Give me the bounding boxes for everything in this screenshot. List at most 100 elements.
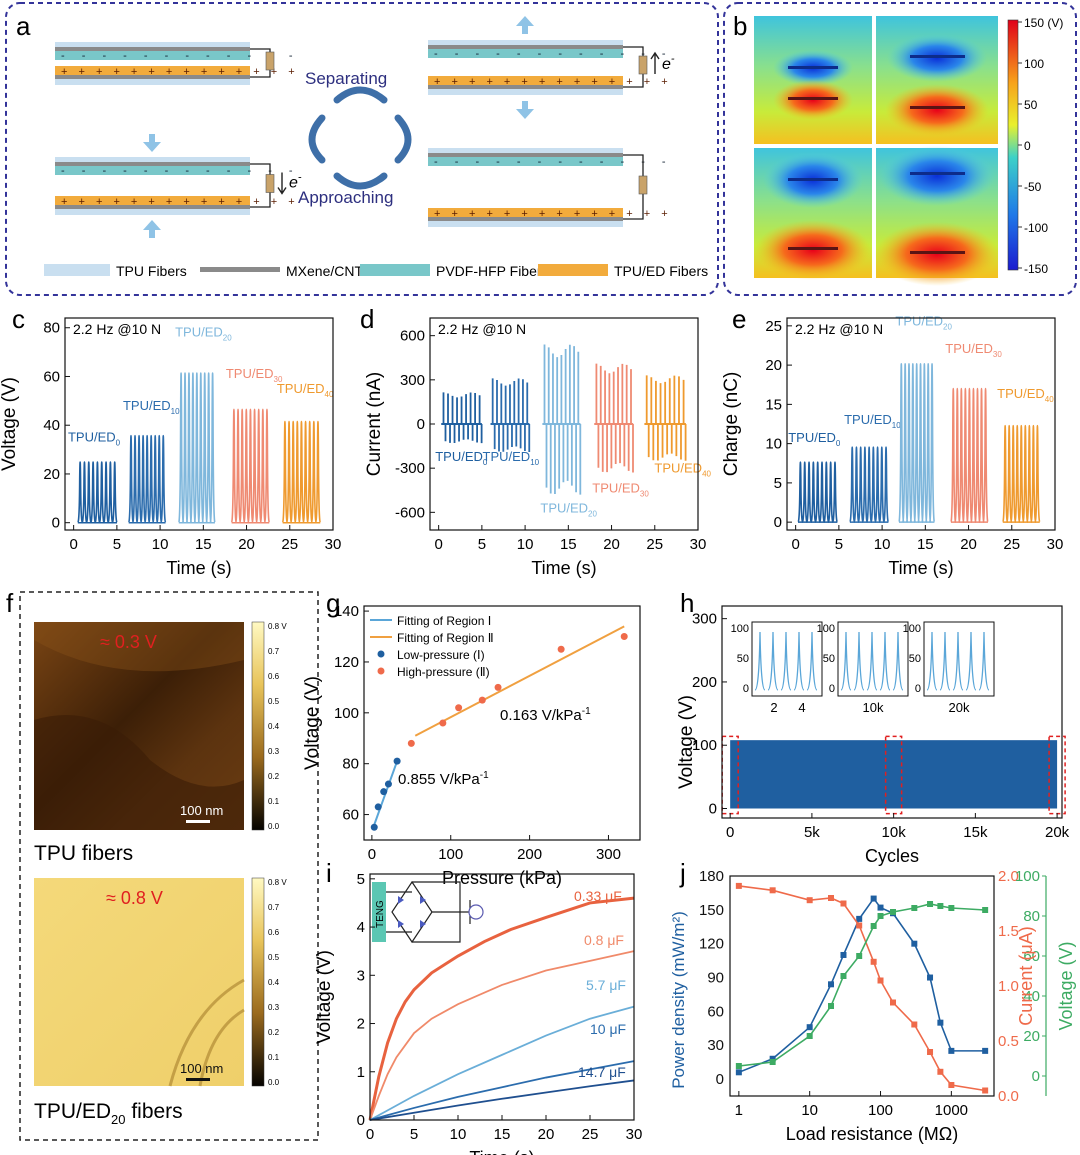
colorbar-f-tick-label: 0.6: [268, 672, 280, 681]
y-tick-label: 1: [357, 1064, 365, 1081]
curve-label-3: 10 μF: [590, 1021, 626, 1037]
legend-label: Fitting of Region Ⅱ: [397, 631, 494, 645]
series-pulses: [645, 375, 687, 461]
legend-g: Fitting of Region Ⅰ Fitting of Region Ⅱ Lo…: [370, 614, 494, 679]
x-axis-label: Time (s): [469, 1148, 534, 1155]
x-tick-label: 0: [791, 536, 799, 553]
power-point: [856, 915, 863, 922]
slope-value-high: 0.163 V/kPa: [500, 707, 582, 724]
x-tick-label: 100: [868, 1102, 893, 1119]
x-tick-label: 5: [835, 536, 843, 553]
high-pressure-point: [455, 704, 463, 712]
series-pulses: [491, 378, 531, 452]
series-label: TPU/ED20: [175, 324, 232, 342]
x-tick-label: 20: [538, 1126, 555, 1143]
slope-exponent-low: -1: [480, 770, 489, 781]
series-label: TPU/ED20: [540, 501, 597, 519]
legend-label: Low-pressure (Ⅰ): [397, 648, 485, 662]
series-tpu-ed10: TPU/ED10: [483, 378, 540, 467]
series-label-sub: 20: [223, 333, 232, 342]
low-pressure-point: [380, 788, 388, 796]
series-label-sub: 20: [943, 322, 952, 331]
colorbar-f-tick-label: 0.0: [268, 822, 280, 831]
x-tick-label: 0: [366, 1126, 374, 1143]
current-point: [735, 882, 742, 889]
series-tpu-ed30: TPU/ED30: [945, 341, 1002, 523]
y-right1-tick-label: 1.5: [998, 923, 1019, 940]
diode-icon: [398, 896, 404, 904]
x-tick-label: 15: [917, 536, 934, 553]
panel-label-d: d: [360, 304, 374, 334]
low-pressure-point: [374, 803, 382, 811]
series-label-name: TPU/ED: [592, 481, 640, 496]
inset-2: 0 50 100 20k: [903, 621, 995, 715]
series-label-name: TPU/ED: [68, 430, 116, 445]
colorbar-f-tick-label: 0.8 V: [268, 622, 287, 631]
panel-label-h: h: [680, 588, 694, 618]
panel-i: Voltage (V) 0.33 μF 0.8 μF 5.7 μF 10 μF 14.7 …: [314, 871, 642, 1155]
series-label-name: TPU/ED: [435, 449, 483, 464]
series-tpu-ed20: TPU/ED20: [175, 324, 232, 524]
tpu-ed-layer: [428, 208, 623, 217]
y-tick-label: 15: [765, 396, 782, 413]
slope-annotation-low: 0.855 V/kPa-1: [398, 770, 489, 788]
y-right1-tick-label: 2.0: [998, 868, 1019, 885]
x-tick-label: 1: [735, 1102, 743, 1119]
tpu-ed-layer: [55, 196, 250, 205]
x-tick-label: 300: [596, 846, 621, 863]
y-tick-label: 5: [774, 475, 782, 492]
y-tick-label: 300: [692, 611, 717, 628]
legend-swatch-tpu: [44, 264, 110, 276]
tpu-layer-bottom: [55, 209, 250, 215]
y-axis-label: Current (nA): [364, 372, 385, 477]
panel-label-g: g: [326, 588, 340, 618]
afm-map-tpu-ed20: [34, 878, 244, 1086]
mxene-layer-bottom: [428, 217, 623, 221]
series-label: TPU/ED0: [68, 430, 121, 448]
plot-frame: [729, 875, 995, 1097]
series-label-sub: 20: [588, 510, 597, 519]
series-label-name: TPU/ED: [123, 398, 171, 413]
plot-frame: [64, 317, 334, 531]
y-left-tick-label: 30: [707, 1037, 724, 1054]
x-axis-label: Pressure (kPa): [442, 868, 562, 888]
y-tick-label: 80: [43, 320, 60, 337]
power-point: [937, 1019, 944, 1026]
voltage-point: [870, 923, 877, 929]
power-point: [870, 895, 877, 902]
colorbar-f-tick-label: 0.3: [268, 747, 280, 756]
panel-label-b: b: [733, 11, 747, 41]
y-right1-tick-label: 0.0: [998, 1088, 1019, 1105]
condition-label: 2.2 Hz @10 N: [438, 321, 526, 337]
positive-charges: + + + + + + + + + + + + + +: [61, 66, 299, 78]
series-tpu-ed40: TPU/ED40: [997, 386, 1054, 523]
slope-annotation-high: 0.163 V/kPa-1: [500, 706, 591, 724]
colorbar-f-tick-label: 0.5: [268, 697, 280, 706]
press-arrow-top: [143, 134, 161, 152]
afm-caption-tpu: TPU fibers: [34, 842, 133, 865]
afm-caption-tpu-ed20: TPU/ED20 fibers: [34, 1100, 183, 1127]
tpu-layer-bottom: [428, 89, 623, 95]
inset-y-tick: 100: [817, 623, 835, 635]
inset-x-tick: 10k: [863, 700, 884, 715]
series-tpu-ed0: TPU/ED0: [435, 392, 488, 467]
inset-pulses: [840, 631, 904, 691]
y-axis-label: Voltage (V): [302, 676, 323, 770]
series-label: TPU/ED10: [844, 412, 901, 430]
y-tick-label: 0: [774, 514, 782, 531]
scalebar-label-bottom: 100 nm: [180, 1061, 223, 1076]
x-tick-label: 15: [195, 536, 212, 553]
series-label: TPU/ED40: [277, 381, 334, 399]
electron-label: e-: [289, 172, 302, 192]
y-axis-label: Voltage (V): [0, 377, 20, 471]
y-left-tick-label: 180: [699, 868, 724, 885]
load-resistor: [265, 174, 275, 193]
power-point: [769, 1055, 776, 1062]
colorbar-b-tick-label: -50: [1024, 180, 1042, 194]
slope-exponent-high: -1: [582, 706, 591, 717]
series-tpu-ed10: TPU/ED10: [123, 398, 180, 524]
series-label-name: TPU/ED: [654, 461, 702, 476]
scalebar-bottom: [186, 1078, 210, 1081]
